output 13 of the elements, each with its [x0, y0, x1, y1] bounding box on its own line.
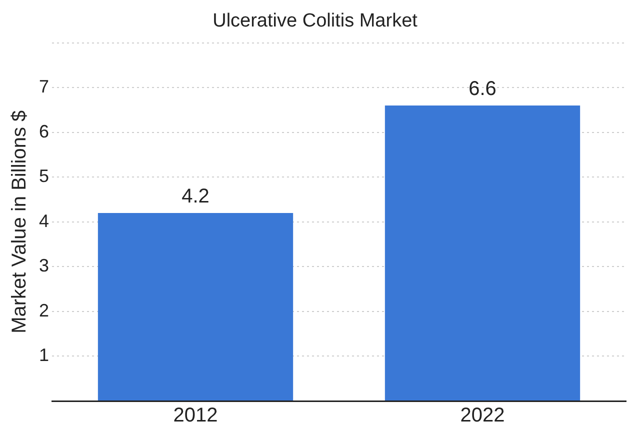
y-tick-label: 4: [38, 210, 50, 231]
data-label: 6.6: [468, 78, 496, 100]
y-tick-label: 6: [38, 121, 50, 142]
y-tick-label: 5: [38, 166, 50, 186]
y-tick-label: 7: [38, 76, 50, 97]
data-label: 4.2: [182, 185, 210, 208]
y-tick-label: 2: [38, 300, 50, 320]
x-tick-label: 2022: [460, 404, 505, 427]
y-axis-title: Market Value in Billions $: [8, 110, 31, 334]
x-tick-label: 2012: [173, 404, 218, 427]
y-tick-label: 1: [38, 345, 50, 366]
y-tick-label: 3: [38, 256, 50, 276]
chart-title: Ulcerative Colitis Market: [212, 10, 418, 32]
